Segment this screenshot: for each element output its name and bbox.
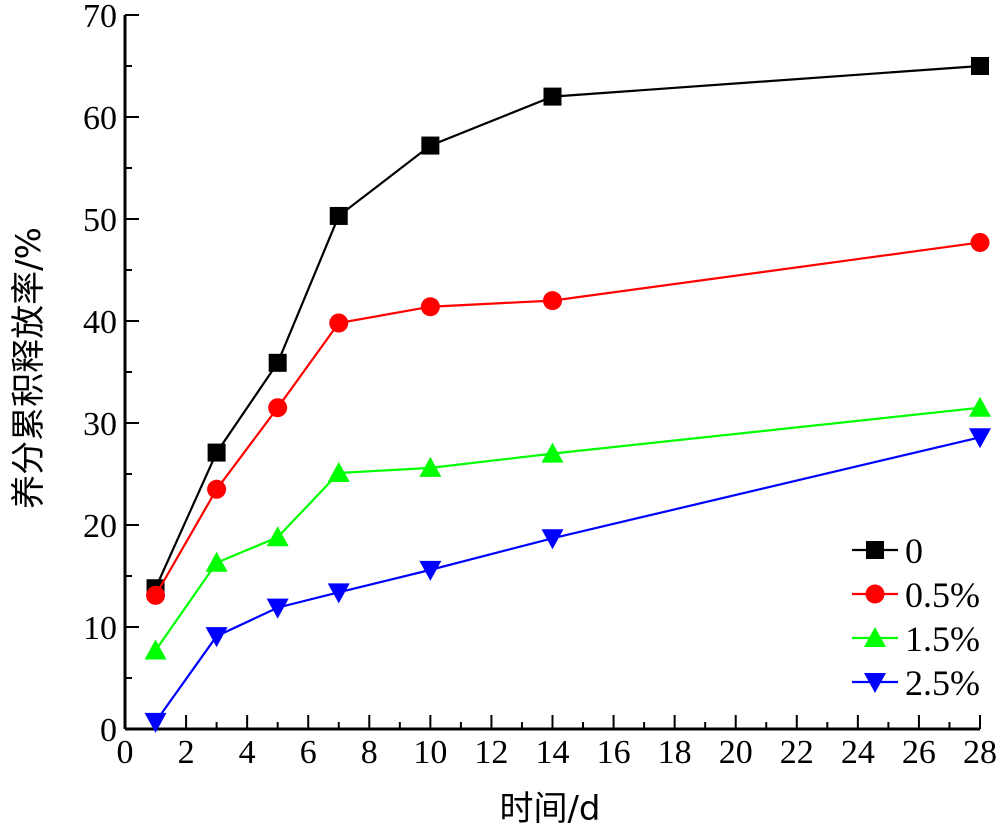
data-point [207,443,226,462]
y-tick-label: 40 [83,304,117,341]
series-line [154,64,981,589]
x-axis-title: 时间/d [499,789,600,829]
x-tick-label: 20 [719,734,753,771]
legend: 00.5%1.5%2.5% [852,531,980,703]
data-point [266,526,289,547]
y-tick-label: 30 [83,406,117,443]
data-point [207,479,227,499]
data-point [266,598,289,619]
data-point [970,232,990,252]
legend-label: 2.5% [905,663,980,703]
data-point [421,136,440,155]
data-point [969,428,991,449]
y-tick-label: 50 [83,202,117,239]
data-point [541,442,564,463]
legend-marker [865,584,885,604]
legend-entry-3: 2.5% [852,663,980,703]
y-axis-title: 养分累积释放率/% [9,227,49,509]
data-point [543,291,562,311]
series-3 [144,428,991,733]
data-point [419,456,442,477]
x-tick-label: 2 [178,734,195,771]
x-tick-label: 26 [902,734,936,771]
legend-label: 0.5% [905,575,980,615]
series-2 [144,396,991,660]
data-point [969,396,991,417]
legend-label: 0 [905,531,923,571]
data-point [329,313,349,333]
y-tick-label: 60 [83,100,117,137]
data-point [268,353,287,372]
data-point [327,461,350,482]
data-point [420,297,440,317]
legend-entry-1: 0.5% [852,575,980,615]
legend-entry-2: 1.5% [852,619,980,659]
x-tick-label: 12 [474,734,508,771]
series-1 [146,232,990,605]
data-point [146,585,166,605]
data-point [419,560,442,581]
legend-marker [864,673,886,693]
x-tick-label: 6 [300,734,317,771]
data-point [144,712,167,733]
series-line [154,436,981,723]
data-point [329,206,348,225]
y-tick-label: 20 [83,508,117,545]
data-point [541,529,564,550]
legend-entry-0: 0 [852,531,923,571]
x-tick-label: 24 [841,734,875,771]
x-tick-label: 16 [597,734,631,771]
x-tick-label: 18 [658,734,692,771]
legend-marker [866,541,884,559]
x-tick-label: 8 [361,734,378,771]
y-tick-label: 70 [83,0,117,35]
data-point [971,57,989,75]
legend-marker [864,627,886,647]
data-point [144,639,167,660]
data-point [327,583,350,604]
series-layer [144,57,991,733]
x-tick-label: 22 [780,734,814,771]
data-point [205,627,228,648]
y-tick-label: 10 [83,610,117,647]
y-tick-label: 0 [100,712,117,749]
x-tick-label: 28 [963,734,997,771]
data-point [205,551,228,572]
legend-label: 1.5% [905,619,980,659]
x-tick-label: 14 [536,734,570,771]
series-0 [146,57,989,598]
x-tick-label: 0 [117,734,134,771]
data-point [543,87,562,106]
data-point [268,398,288,418]
x-tick-label: 4 [239,734,256,771]
x-tick-label: 10 [413,734,447,771]
